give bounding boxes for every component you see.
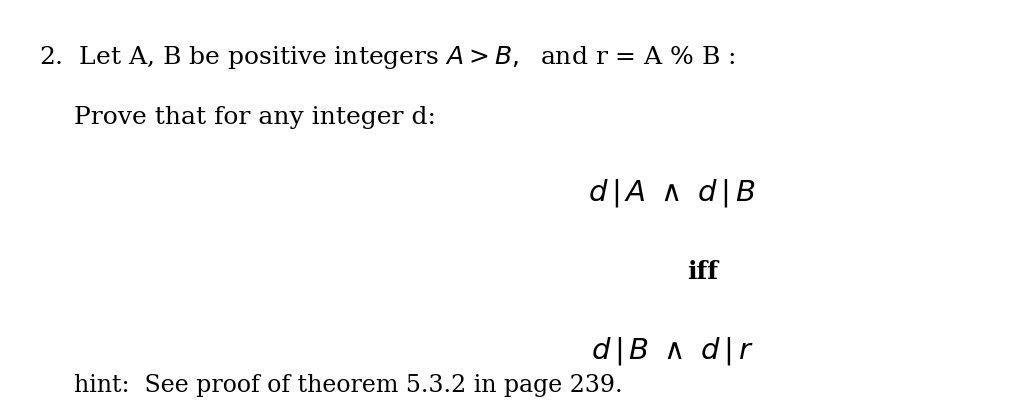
Text: iff: iff xyxy=(687,260,718,284)
Text: $d\,|\,A\ \wedge\ d\,|\,B$: $d\,|\,A\ \wedge\ d\,|\,B$ xyxy=(589,177,755,209)
Text: Prove that for any integer d:: Prove that for any integer d: xyxy=(74,106,436,129)
Text: 2.  Let A, B be positive integers $A > B,$  and r = A % B :: 2. Let A, B be positive integers $A > B,… xyxy=(39,44,736,71)
Text: $d\,|\,B\ \wedge\ d\,|\,r$: $d\,|\,B\ \wedge\ d\,|\,r$ xyxy=(591,335,753,367)
Text: hint:  See proof of theorem 5.3.2 in page 239.: hint: See proof of theorem 5.3.2 in page… xyxy=(74,374,623,397)
